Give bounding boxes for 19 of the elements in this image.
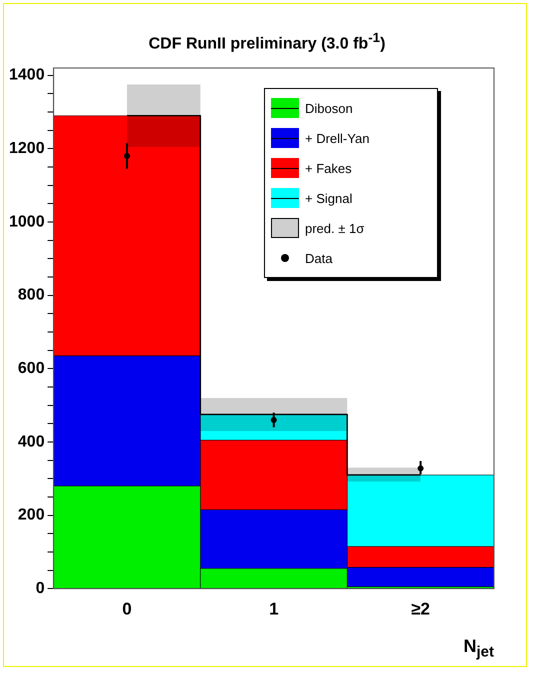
x-tick-label: ≥2 bbox=[411, 599, 430, 618]
chart-title: CDF RunII preliminary (3.0 fb$^{-1}$) bbox=[148, 30, 386, 54]
legend-label: + Signal bbox=[305, 190, 352, 206]
x-axis-title: N$_{jet}$ bbox=[463, 636, 494, 661]
y-tick-label: 600 bbox=[18, 360, 45, 378]
legend-label: + Fakes bbox=[305, 160, 352, 176]
legend-label: + Drell-Yan bbox=[305, 130, 370, 146]
y-tick-label: 200 bbox=[18, 506, 45, 524]
legend-label: Data bbox=[305, 250, 332, 266]
y-tick-label: 0 bbox=[36, 580, 45, 598]
y-tick-label: 800 bbox=[18, 286, 45, 304]
legend-label: pred. ± 1σ bbox=[305, 220, 364, 236]
legend-label: Diboson bbox=[305, 100, 353, 116]
y-tick-label: 1400 bbox=[9, 66, 45, 84]
y-tick-label: 400 bbox=[18, 433, 45, 450]
y-tick-label: 1000 bbox=[9, 213, 45, 230]
y-tick-label: 1200 bbox=[9, 140, 45, 158]
x-tick-label: 0 bbox=[122, 599, 132, 618]
x-tick-label: 1 bbox=[269, 599, 279, 618]
